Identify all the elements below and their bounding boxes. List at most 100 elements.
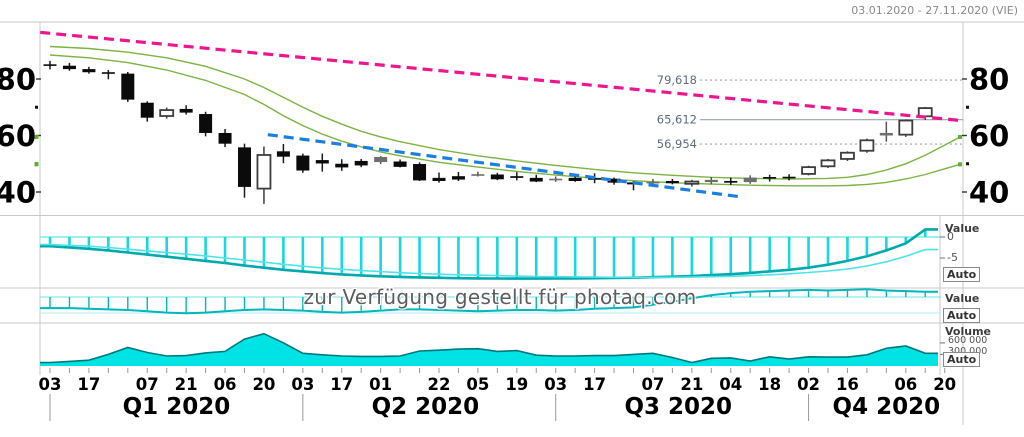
candle xyxy=(140,102,154,118)
svg-text:01: 01 xyxy=(369,375,392,394)
candle xyxy=(510,176,524,178)
watermark: zur Verfügung gestellt für photaq.com xyxy=(303,285,697,309)
candle xyxy=(568,177,582,181)
svg-text:02: 02 xyxy=(797,375,820,394)
resistance-trendline xyxy=(40,30,965,123)
svg-text:20: 20 xyxy=(252,375,275,394)
candle xyxy=(782,176,796,179)
candle xyxy=(43,64,57,66)
svg-text:06: 06 xyxy=(214,375,237,394)
svg-text:03: 03 xyxy=(291,375,314,394)
macd-histogram xyxy=(48,229,927,279)
candle xyxy=(704,179,718,183)
svg-text:60: 60 xyxy=(0,119,36,153)
candle xyxy=(879,132,893,136)
candle xyxy=(432,177,446,181)
candle xyxy=(296,155,310,171)
candle xyxy=(684,180,700,185)
ma-lower-line xyxy=(49,54,961,187)
candle xyxy=(354,160,368,166)
candle xyxy=(276,151,290,157)
svg-text:03: 03 xyxy=(544,375,567,394)
candle xyxy=(724,180,738,183)
candle xyxy=(199,114,213,133)
candle xyxy=(549,178,563,181)
indicator1-tick-neg5: -5 xyxy=(947,251,958,264)
svg-text:56,954: 56,954 xyxy=(657,137,697,151)
date-range-label: 03.01.2020 - 27.11.2020 (VIE) xyxy=(851,4,1018,17)
candle xyxy=(238,147,251,187)
svg-text:Q3 2020: Q3 2020 xyxy=(624,394,732,420)
indicator2-value-label: Value xyxy=(945,292,980,305)
volume-label: Volume xyxy=(945,325,991,338)
candle xyxy=(840,151,855,160)
auto-button-indicator2[interactable]: Auto xyxy=(943,308,981,323)
indicator2-panel xyxy=(40,288,941,315)
svg-text:65,612: 65,612 xyxy=(657,113,697,127)
candle xyxy=(490,174,504,180)
svg-text:Q2 2020: Q2 2020 xyxy=(372,394,480,420)
indicator2-line xyxy=(40,288,938,315)
volume-outline xyxy=(40,332,938,364)
svg-text:03: 03 xyxy=(39,375,62,394)
candle xyxy=(801,166,816,175)
trendlines xyxy=(40,30,965,199)
indicator1-tick-0: 0 xyxy=(947,230,954,243)
candle xyxy=(315,160,329,164)
svg-text:06: 06 xyxy=(894,375,917,394)
candle xyxy=(256,154,272,190)
svg-text:80: 80 xyxy=(0,63,36,97)
auto-button-volume[interactable]: Auto xyxy=(943,352,981,367)
candle xyxy=(335,163,349,168)
svg-text:60: 60 xyxy=(969,119,1009,153)
svg-text:Q1 2020: Q1 2020 xyxy=(123,394,231,420)
candle xyxy=(179,108,193,113)
svg-text:Q4 2020: Q4 2020 xyxy=(833,394,941,420)
svg-text:16: 16 xyxy=(836,375,859,394)
candle xyxy=(820,159,836,168)
candle xyxy=(471,174,485,176)
panel-borders xyxy=(0,21,1024,425)
candle xyxy=(607,178,621,183)
candle xyxy=(451,176,465,180)
signal-line xyxy=(40,243,938,279)
x-axis: 03 17 07 21 06 20 03 17 01 22 05 19 03 17 07 21 04 18 02 16… xyxy=(39,368,956,421)
candle xyxy=(159,109,175,117)
volume-panel xyxy=(40,332,945,366)
candle xyxy=(898,119,914,136)
indicator1-value-label: Value xyxy=(945,222,980,235)
candle xyxy=(763,177,777,179)
svg-text:17: 17 xyxy=(330,375,353,394)
svg-text:19: 19 xyxy=(505,375,528,394)
candle xyxy=(218,132,232,144)
candle xyxy=(393,161,407,167)
svg-text:20: 20 xyxy=(933,375,956,394)
ma-upper-line xyxy=(49,45,961,180)
price-axis: 80 80 60 60 40 40 xyxy=(0,63,1009,210)
candle xyxy=(62,65,76,70)
candle xyxy=(529,177,543,182)
svg-text:18: 18 xyxy=(758,375,781,394)
svg-text:07: 07 xyxy=(641,375,664,394)
svg-text:40: 40 xyxy=(0,176,36,210)
svg-text:17: 17 xyxy=(583,375,606,394)
candle xyxy=(82,69,96,73)
volume-area xyxy=(40,333,938,366)
svg-text:17: 17 xyxy=(77,375,100,394)
candle xyxy=(101,72,115,74)
candlestick-series xyxy=(43,60,933,204)
macd-line xyxy=(40,228,938,280)
moving-averages xyxy=(49,45,961,187)
candle xyxy=(374,156,388,163)
candle xyxy=(859,139,875,152)
candle xyxy=(646,181,660,184)
svg-text:21: 21 xyxy=(175,375,198,394)
svg-text:79,618: 79,618 xyxy=(657,73,697,87)
auto-button-indicator1[interactable]: Auto xyxy=(943,267,981,282)
svg-text:21: 21 xyxy=(680,375,703,394)
svg-text:05: 05 xyxy=(466,375,489,394)
svg-text:22: 22 xyxy=(428,375,451,394)
svg-text:80: 80 xyxy=(969,63,1009,97)
